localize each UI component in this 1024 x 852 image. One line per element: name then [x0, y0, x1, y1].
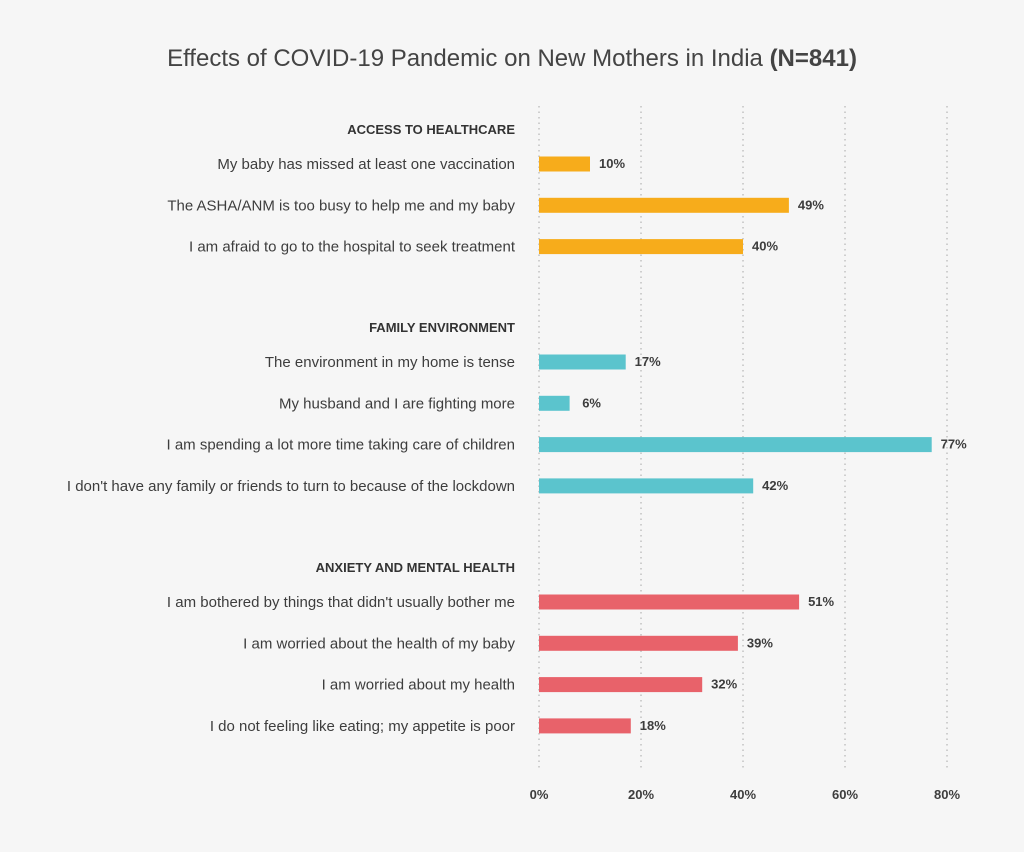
- bar: [539, 677, 703, 693]
- x-tick-label: 40%: [730, 787, 756, 802]
- bar-category-label: My husband and I are fighting more: [279, 395, 515, 412]
- x-axis-ticks: 0% 20% 40% 60% 80%: [530, 787, 961, 802]
- bar-group: ANXIETY AND MENTAL HEALTH I am bothered b…: [167, 560, 835, 735]
- bar-value-label: 17%: [635, 354, 661, 369]
- bar-category-label: My baby has missed at least one vaccinat…: [217, 156, 515, 173]
- bar-category-label: I am spending a lot more time taking car…: [166, 437, 515, 454]
- x-tick-label: 60%: [832, 787, 858, 802]
- group-label: FAMILY ENVIRONMENT: [369, 320, 515, 335]
- bar-value-label: 32%: [711, 677, 737, 692]
- group-label: ANXIETY AND MENTAL HEALTH: [316, 560, 515, 575]
- bar: [539, 437, 932, 453]
- x-tick-label: 0%: [530, 787, 549, 802]
- bar-value-label: 39%: [747, 635, 773, 650]
- bar: [539, 594, 800, 610]
- bar-value-label: 18%: [640, 718, 666, 733]
- chart-title-sample-size: (N=841): [770, 45, 857, 72]
- bar: [539, 395, 570, 411]
- bar: [539, 478, 754, 494]
- group-label: ACCESS TO HEALTHCARE: [347, 122, 515, 137]
- bar-group: FAMILY ENVIRONMENT The environment in my …: [67, 320, 967, 495]
- bar-category-label: I am bothered by things that didn't usua…: [167, 594, 515, 611]
- bar-value-label: 6%: [582, 395, 601, 410]
- gridlines: [538, 106, 948, 768]
- bar-category-label: I don't have any family or friends to tu…: [67, 478, 515, 495]
- bar-groups: ACCESS TO HEALTHCARE My baby has missed a…: [67, 122, 967, 735]
- bar-value-label: 40%: [752, 239, 778, 254]
- bar-value-label: 42%: [762, 478, 788, 493]
- bar-category-label: I am afraid to go to the hospital to see…: [189, 239, 516, 256]
- bar-value-label: 10%: [599, 156, 625, 171]
- bar-value-label: 51%: [808, 594, 834, 609]
- x-tick-label: 80%: [934, 787, 960, 802]
- chart-title: Effects of COVID-19 Pandemic on New Moth…: [167, 45, 857, 72]
- bar-value-label: 49%: [798, 197, 824, 212]
- bar: [539, 718, 631, 734]
- bar-group: ACCESS TO HEALTHCARE My baby has missed a…: [167, 122, 824, 256]
- bar: [539, 197, 789, 213]
- bar-category-label: The ASHA/ANM is too busy to help me and …: [167, 197, 515, 214]
- x-tick-label: 20%: [628, 787, 654, 802]
- bar: [539, 354, 626, 370]
- bar: [539, 239, 743, 255]
- bar: [539, 635, 738, 651]
- bar-category-label: I do not feeling like eating; my appetit…: [210, 718, 515, 735]
- bar-category-label: I am worried about my health: [322, 677, 515, 694]
- bar-category-label: I am worried about the health of my baby: [243, 635, 515, 652]
- chart-title-main: Effects of COVID-19 Pandemic on New Moth…: [167, 45, 763, 72]
- bar: [539, 156, 590, 172]
- bar-value-label: 77%: [941, 437, 967, 452]
- bar-category-label: The environment in my home is tense: [265, 354, 515, 371]
